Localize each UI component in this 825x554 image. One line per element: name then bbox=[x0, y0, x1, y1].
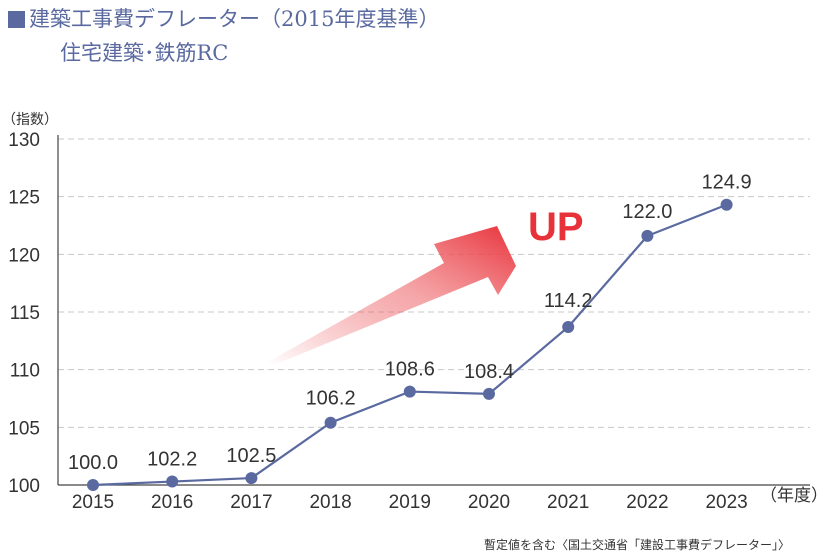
chart-title-block: 建築工事費デフレーター（2015年度基準） 住宅建築･鉄筋RC bbox=[8, 2, 439, 70]
data-label: 114.2 bbox=[544, 290, 593, 312]
y-tick-label: 125 bbox=[8, 188, 40, 209]
data-point bbox=[562, 320, 575, 333]
series-line bbox=[92, 203, 728, 487]
y-tick-label: 105 bbox=[8, 418, 40, 439]
data-points bbox=[87, 198, 733, 491]
data-label: 102.5 bbox=[226, 445, 276, 467]
data-label: 124.9 bbox=[702, 172, 752, 194]
data-label: 108.4 bbox=[464, 361, 514, 383]
title-square-icon bbox=[8, 10, 25, 28]
data-label: 100.0 bbox=[68, 452, 118, 474]
data-point bbox=[720, 198, 733, 211]
x-tick-label: 2015 bbox=[72, 492, 114, 513]
source-note: 暫定値を含む〈国土交通省「建設工事費デフレーター」〉 bbox=[484, 537, 790, 552]
y-tick-label: 130 bbox=[8, 130, 40, 151]
y-axis-label: （指数） bbox=[2, 112, 58, 128]
arrow-up-right-gradient-icon bbox=[268, 226, 516, 365]
x-tick-label: 2022 bbox=[626, 492, 668, 513]
x-tick-label: 2020 bbox=[468, 492, 510, 513]
y-tick-label: 110 bbox=[10, 361, 40, 382]
data-labels: 100.0 102.2 102.5 106.2 108.6 108.4 114.2 122.0… bbox=[68, 172, 752, 474]
data-point bbox=[483, 387, 495, 400]
data-label: 108.6 bbox=[385, 359, 435, 381]
y-tick-labels: 100 105 110 115 120 125 130 bbox=[8, 130, 40, 497]
data-point bbox=[245, 472, 258, 485]
x-tick-labels: 2015 2016 2017 2018 2019 2020 2021 2022 2023 bbox=[72, 492, 748, 513]
data-point bbox=[641, 229, 654, 242]
x-tick-label: 2016 bbox=[151, 492, 193, 513]
y-tick-label: 100 bbox=[8, 476, 40, 497]
x-tick-label: 2018 bbox=[309, 492, 351, 513]
data-point bbox=[87, 479, 99, 491]
data-label: 102.2 bbox=[147, 449, 197, 471]
chart-title-text: 建築工事費デフレーター（2015年度基準） bbox=[29, 7, 440, 31]
y-tick-label: 115 bbox=[10, 303, 40, 324]
grid-lines bbox=[58, 138, 810, 428]
y-tick-label: 120 bbox=[8, 245, 40, 266]
up-annotation: UP bbox=[528, 205, 584, 249]
data-point bbox=[324, 416, 337, 429]
x-tick-label: 2023 bbox=[705, 492, 747, 513]
data-point bbox=[403, 385, 416, 398]
data-point bbox=[166, 475, 179, 488]
x-tick-label: 2017 bbox=[230, 492, 272, 513]
data-label: 122.0 bbox=[622, 201, 672, 223]
x-tick-label: 2019 bbox=[389, 492, 431, 513]
x-axis-label: （年度） bbox=[760, 486, 825, 506]
chart-subtitle: 住宅建築･鉄筋RC bbox=[60, 41, 229, 65]
chart-title: 建築工事費デフレーター（2015年度基準） bbox=[8, 2, 439, 36]
data-label: 106.2 bbox=[306, 388, 356, 410]
x-tick-label: 2021 bbox=[547, 492, 589, 513]
